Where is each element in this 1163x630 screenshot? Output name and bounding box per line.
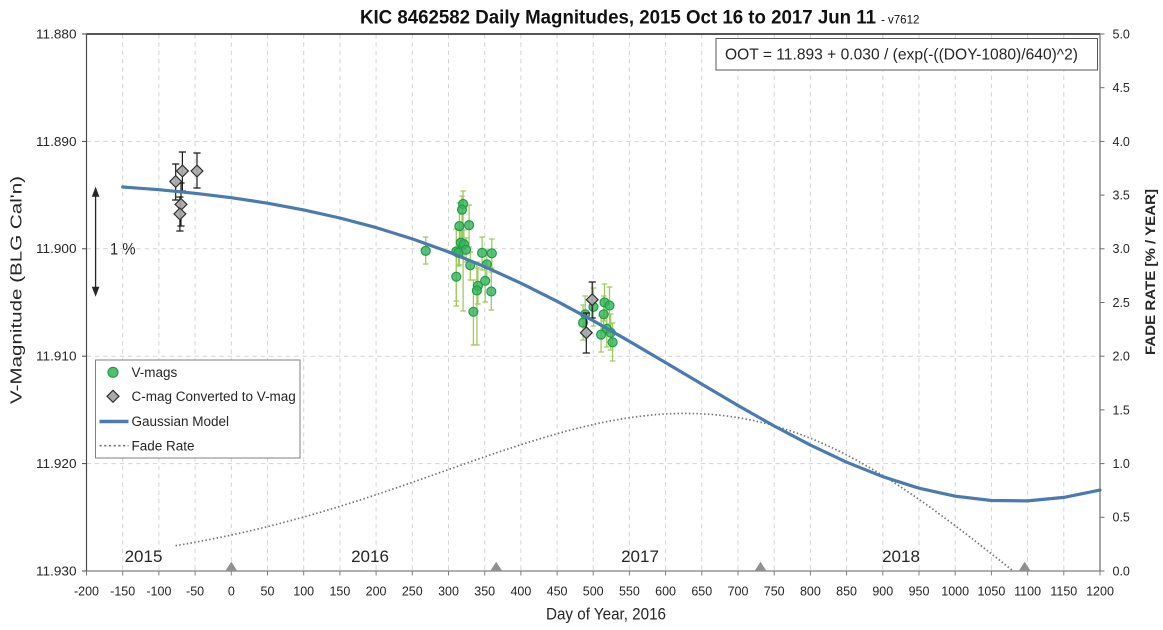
svg-text:C-mag Converted to V-mag: C-mag Converted to V-mag	[132, 389, 296, 404]
svg-text:400: 400	[510, 585, 531, 599]
svg-text:11.930: 11.930	[36, 564, 77, 578]
svg-text:-200: -200	[74, 585, 99, 599]
svg-text:900: 900	[872, 585, 893, 599]
svg-text:650: 650	[691, 585, 712, 599]
svg-text:1.5: 1.5	[1113, 403, 1130, 417]
svg-text:11.890: 11.890	[36, 135, 77, 149]
svg-text:2016: 2016	[351, 547, 389, 566]
svg-text:1050: 1050	[977, 585, 1005, 599]
svg-text:4.0: 4.0	[1113, 135, 1130, 149]
svg-text:2.0: 2.0	[1113, 350, 1130, 364]
svg-text:Day of Year, 2016: Day of Year, 2016	[546, 605, 666, 624]
svg-text:1100: 1100	[1014, 585, 1041, 599]
svg-text:11.910: 11.910	[36, 350, 77, 364]
svg-text:5.0: 5.0	[1113, 27, 1130, 41]
svg-text:2018: 2018	[882, 547, 920, 566]
svg-text:-150: -150	[110, 585, 135, 599]
svg-text:750: 750	[764, 585, 785, 599]
svg-text:V-mags: V-mags	[132, 365, 178, 380]
svg-text:-100: -100	[146, 585, 171, 599]
svg-text:2017: 2017	[621, 547, 659, 566]
svg-text:0: 0	[228, 585, 235, 599]
svg-text:0.0: 0.0	[1113, 564, 1130, 578]
svg-text:Fade Rate: Fade Rate	[132, 438, 195, 453]
svg-text:50: 50	[261, 585, 275, 599]
svg-text:600: 600	[655, 585, 676, 599]
svg-text:150: 150	[329, 585, 350, 599]
svg-text:1150: 1150	[1050, 585, 1077, 599]
svg-text:1000: 1000	[941, 585, 969, 599]
svg-text:950: 950	[909, 585, 930, 599]
svg-text:800: 800	[800, 585, 821, 599]
svg-text:4.5: 4.5	[1113, 81, 1130, 95]
svg-text:250: 250	[402, 585, 423, 599]
svg-text:450: 450	[547, 585, 568, 599]
svg-text:OOT = 11.893 + 0.030 / (exp(-(: OOT = 11.893 + 0.030 / (exp(-((DOY-1080)…	[725, 47, 1078, 64]
svg-text:200: 200	[366, 585, 387, 599]
svg-text:1 %: 1 %	[110, 240, 136, 259]
svg-text:100: 100	[293, 585, 314, 599]
svg-text:3.0: 3.0	[1113, 242, 1130, 256]
svg-text:2.5: 2.5	[1113, 296, 1130, 310]
svg-text:850: 850	[836, 585, 857, 599]
svg-text:1200: 1200	[1086, 585, 1114, 599]
svg-text:FADE RATE [% / YEAR]: FADE RATE [% / YEAR]	[1143, 189, 1158, 355]
svg-text:2015: 2015	[125, 547, 163, 566]
svg-text:KIC 8462582 Daily Magnitudes,: KIC 8462582 Daily Magnitudes, 2015 Oct 1…	[360, 7, 919, 29]
svg-text:350: 350	[474, 585, 495, 599]
svg-text:0.5: 0.5	[1113, 511, 1130, 525]
svg-text:V-Magnitude (BLG Cal'n): V-Magnitude (BLG Cal'n)	[9, 176, 26, 404]
svg-text:550: 550	[619, 585, 640, 599]
svg-text:11.880: 11.880	[36, 27, 77, 41]
svg-text:1.0: 1.0	[1113, 457, 1130, 471]
svg-text:Gaussian Model: Gaussian Model	[132, 414, 230, 429]
svg-text:-50: -50	[186, 585, 204, 599]
svg-text:700: 700	[728, 585, 749, 599]
svg-text:500: 500	[583, 585, 604, 599]
svg-text:3.5: 3.5	[1113, 189, 1130, 203]
svg-text:11.920: 11.920	[36, 457, 77, 471]
svg-text:300: 300	[438, 585, 459, 599]
svg-text:11.900: 11.900	[36, 242, 77, 256]
